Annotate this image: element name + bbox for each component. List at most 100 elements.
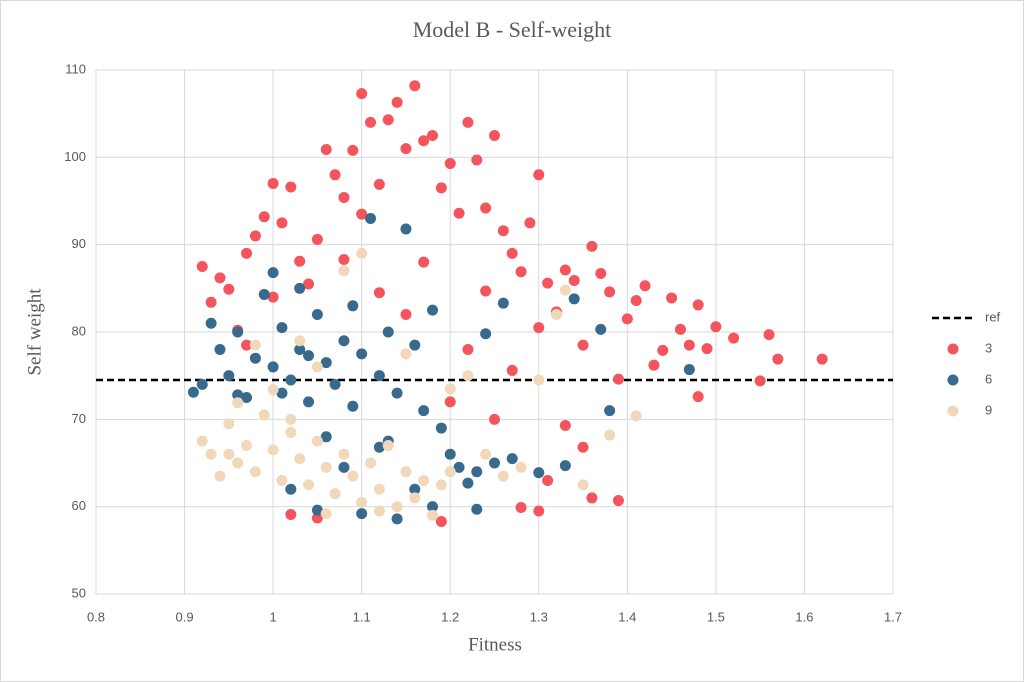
scatter-point bbox=[329, 378, 341, 390]
x-tick-label: 0.8 bbox=[87, 609, 105, 624]
scatter-point bbox=[267, 178, 279, 190]
scatter-point bbox=[267, 291, 279, 303]
x-axis-label: Fitness bbox=[468, 634, 522, 655]
scatter-point bbox=[577, 339, 589, 351]
scatter-point bbox=[489, 457, 500, 469]
scatter-point bbox=[320, 357, 332, 369]
scatter-point bbox=[480, 202, 492, 214]
scatter-point bbox=[249, 230, 261, 242]
scatter-point bbox=[196, 378, 208, 390]
scatter-point bbox=[559, 284, 571, 296]
y-tick-label: 100 bbox=[64, 149, 86, 164]
scatter-point bbox=[249, 466, 261, 478]
x-tick-label: 1.3 bbox=[530, 609, 548, 624]
scatter-point bbox=[382, 326, 394, 338]
legend-swatch bbox=[947, 343, 959, 355]
scatter-point bbox=[515, 502, 527, 514]
scatter-point bbox=[400, 466, 412, 478]
scatter-point bbox=[267, 444, 279, 456]
scatter-point bbox=[550, 309, 562, 321]
scatter-point bbox=[444, 396, 456, 408]
scatter-point bbox=[365, 116, 377, 128]
scatter-point bbox=[241, 339, 253, 351]
scatter-point bbox=[258, 211, 270, 223]
scatter-point bbox=[497, 297, 509, 309]
scatter-point bbox=[223, 448, 235, 460]
scatter-point bbox=[666, 292, 678, 304]
scatter-point bbox=[692, 299, 704, 311]
scatter-point bbox=[303, 479, 315, 491]
legend-label: 9 bbox=[985, 402, 992, 417]
scatter-point bbox=[391, 96, 403, 108]
scatter-point bbox=[480, 448, 492, 460]
x-tick-label: 1.4 bbox=[618, 609, 636, 624]
scatter-point bbox=[241, 392, 253, 403]
scatter-point bbox=[471, 154, 483, 166]
x-tick-label: 1.7 bbox=[884, 609, 902, 624]
scatter-point bbox=[728, 332, 740, 344]
scatter-point bbox=[320, 143, 332, 155]
scatter-point bbox=[630, 295, 642, 307]
scatter-point bbox=[303, 278, 315, 290]
scatter-point bbox=[489, 130, 500, 141]
legend-label: ref bbox=[985, 309, 1001, 324]
scatter-point bbox=[223, 283, 235, 295]
x-tick-label: 1 bbox=[269, 609, 276, 624]
scatter-point bbox=[453, 461, 465, 473]
x-tick-label: 1.2 bbox=[441, 609, 459, 624]
scatter-point bbox=[427, 501, 439, 513]
scatter-point bbox=[356, 208, 368, 220]
scatter-point bbox=[320, 431, 332, 443]
scatter-point bbox=[409, 483, 421, 495]
scatter-point bbox=[294, 453, 306, 465]
scatter-point bbox=[320, 508, 332, 520]
scatter-point bbox=[258, 288, 270, 300]
scatter-point bbox=[577, 479, 589, 491]
scatter-point bbox=[506, 364, 518, 376]
scatter-point bbox=[373, 505, 385, 517]
scatter-point bbox=[772, 353, 784, 365]
scatter-point bbox=[542, 277, 554, 289]
scatter-point bbox=[356, 247, 368, 259]
scatter-point bbox=[373, 441, 385, 453]
scatter-point bbox=[382, 440, 394, 452]
scatter-point bbox=[356, 348, 368, 360]
scatter-point bbox=[639, 280, 651, 292]
x-tick-label: 1.1 bbox=[353, 609, 371, 624]
scatter-point bbox=[568, 274, 580, 286]
scatter-point bbox=[356, 496, 368, 508]
scatter-point bbox=[400, 309, 412, 321]
legend-swatch bbox=[947, 405, 959, 417]
scatter-point bbox=[462, 477, 474, 489]
scatter-point bbox=[674, 323, 686, 335]
scatter-point bbox=[303, 396, 315, 408]
scatter-point bbox=[506, 247, 518, 259]
scatter-point bbox=[249, 352, 261, 364]
scatter-point bbox=[311, 233, 323, 245]
scatter-point bbox=[365, 212, 377, 224]
scatter-point bbox=[444, 157, 456, 169]
scatter-point bbox=[214, 470, 226, 482]
scatter-point bbox=[391, 387, 403, 399]
scatter-point bbox=[373, 483, 385, 495]
scatter-point bbox=[444, 448, 456, 460]
scatter-point bbox=[435, 516, 447, 528]
scatter-point bbox=[400, 348, 412, 360]
scatter-point bbox=[356, 508, 368, 520]
scatter-point bbox=[276, 322, 288, 334]
scatter-point bbox=[533, 505, 545, 517]
scatter-point bbox=[294, 282, 306, 294]
legend-label: 6 bbox=[985, 371, 992, 386]
scatter-point bbox=[400, 143, 412, 155]
scatter-point bbox=[347, 400, 359, 412]
scatter-point bbox=[621, 313, 633, 325]
scatter-point bbox=[435, 182, 447, 194]
scatter-point bbox=[435, 479, 447, 491]
scatter-point bbox=[586, 492, 598, 504]
scatter-point bbox=[462, 370, 474, 382]
scatter-point bbox=[683, 364, 695, 376]
scatter-point bbox=[294, 335, 306, 347]
scatter-point bbox=[559, 264, 571, 276]
scatter-point bbox=[816, 353, 828, 365]
scatter-point bbox=[373, 370, 385, 382]
